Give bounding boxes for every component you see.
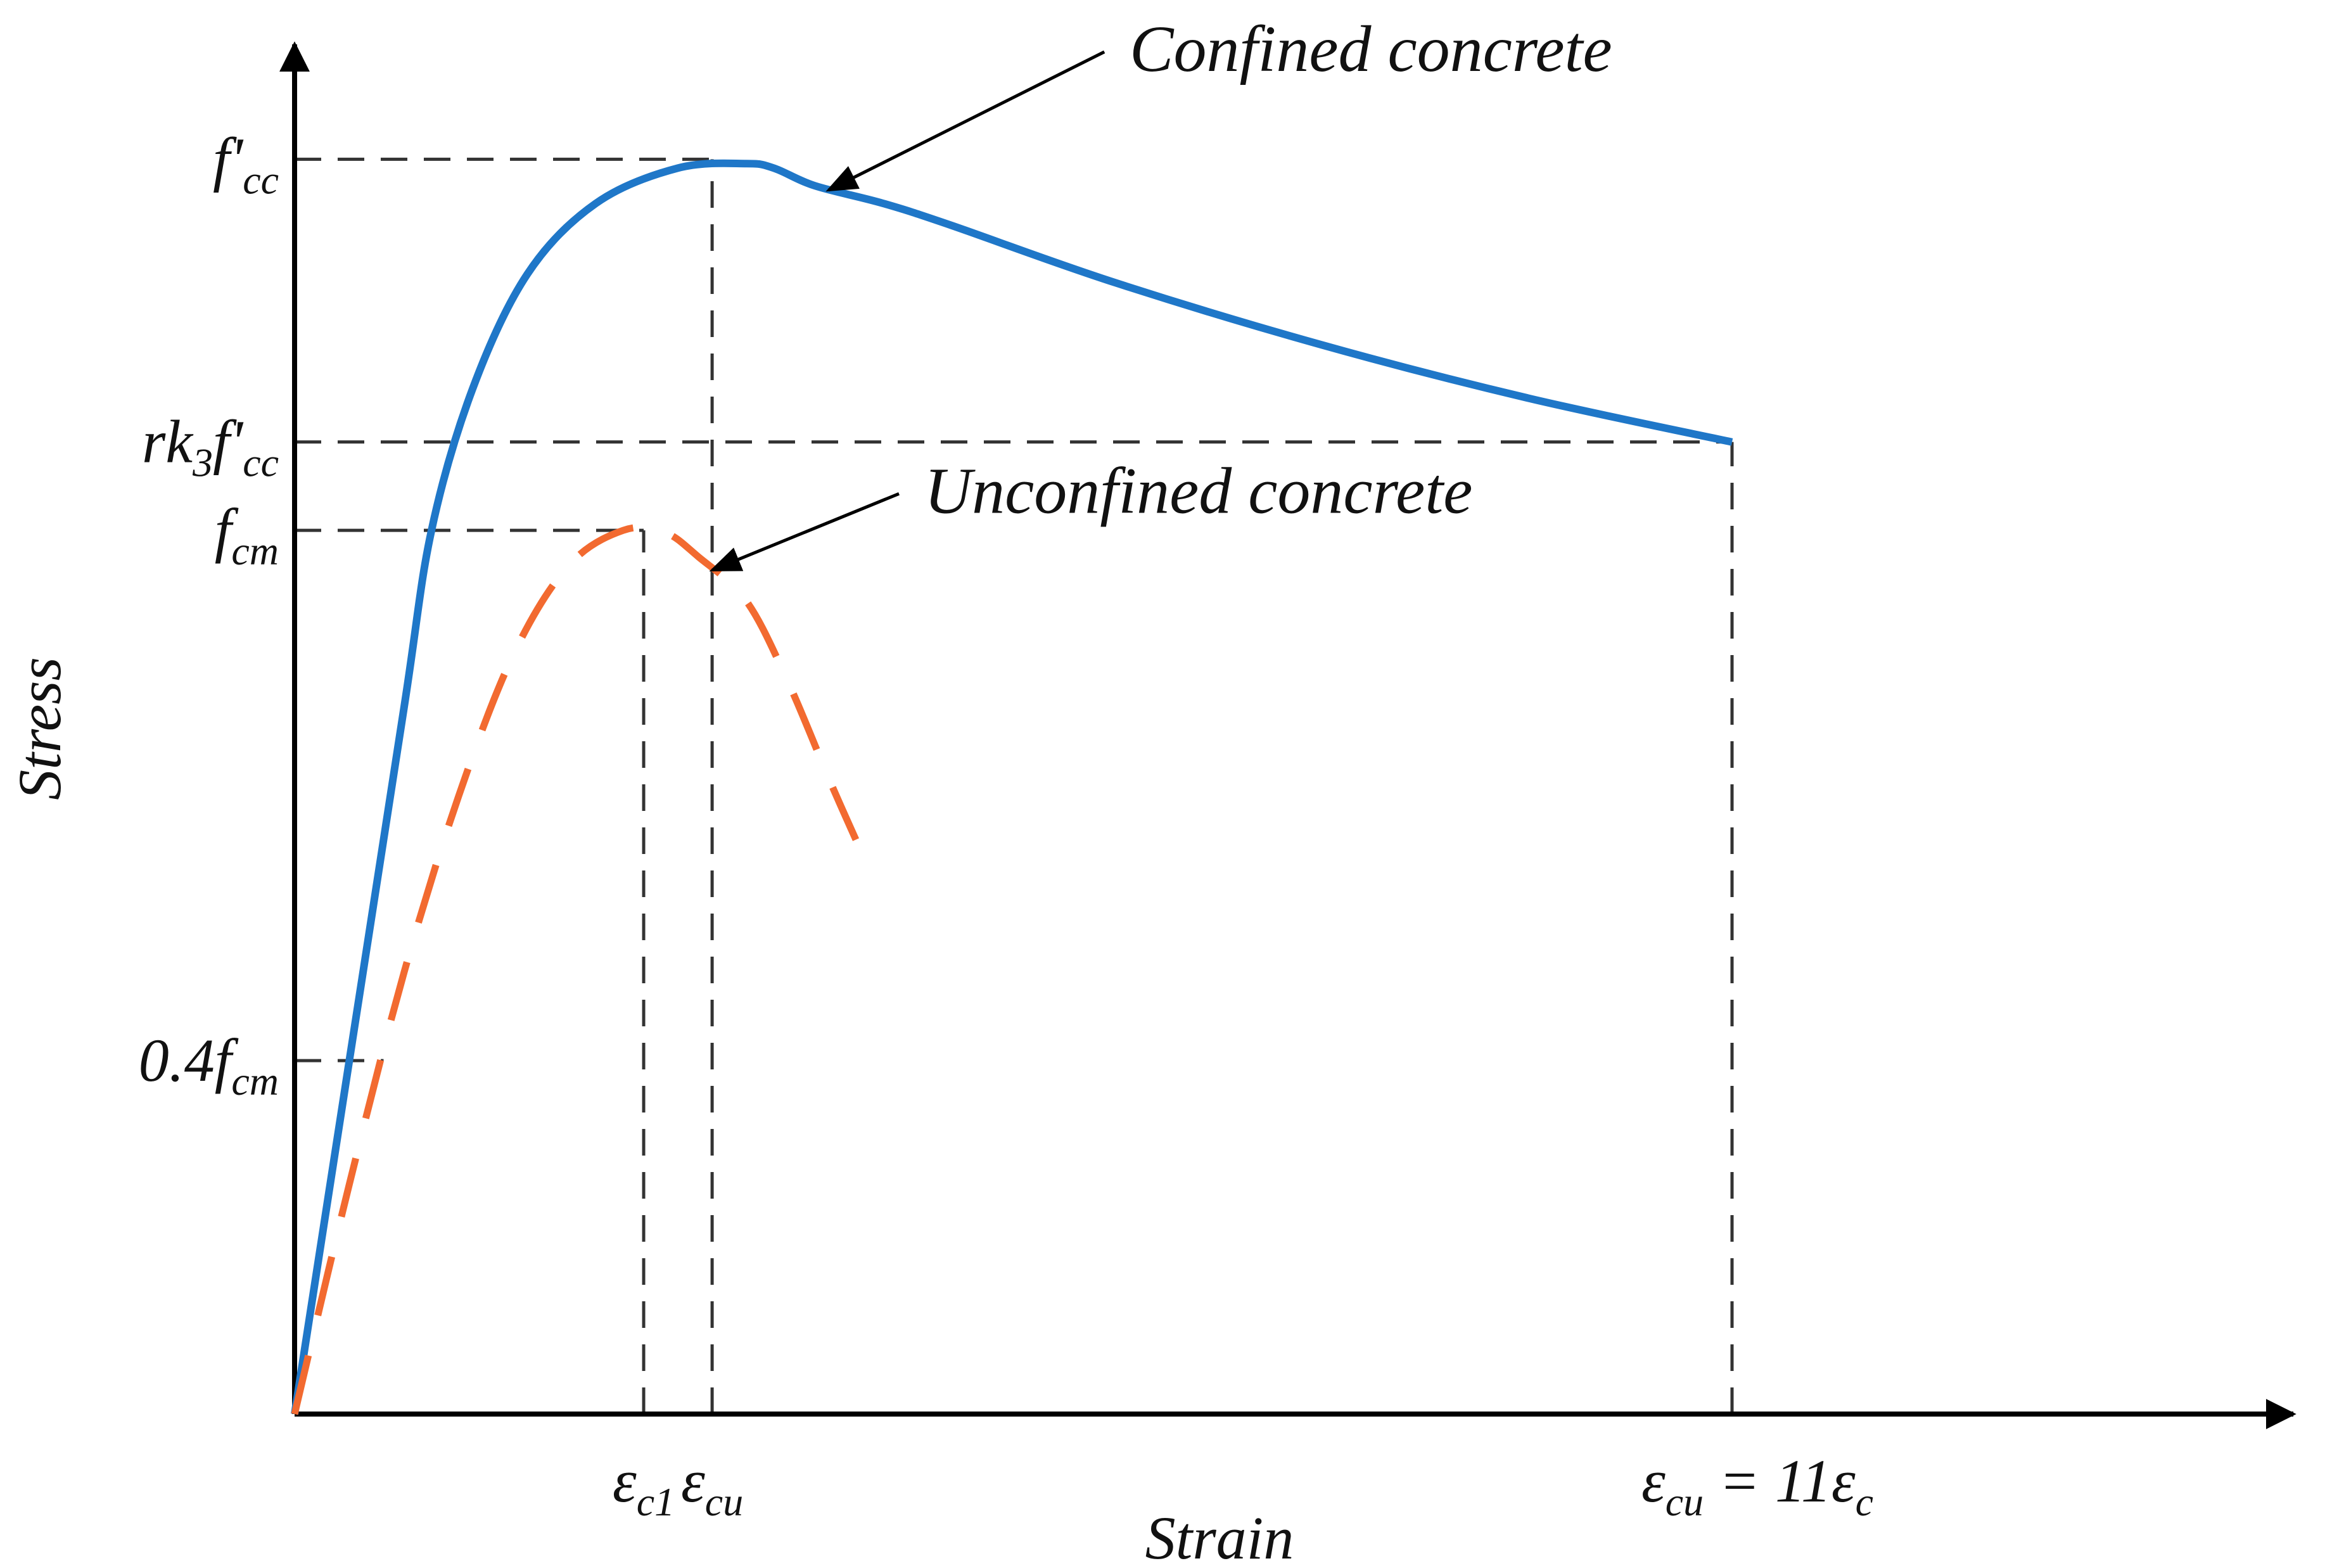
y-tick-label-0: f'cc — [213, 125, 279, 202]
y-tick-label-1: rk3f'cc — [142, 408, 279, 485]
y-tick-labels: f'cc rk3f'cc fcm 0.4fcm — [139, 125, 279, 1104]
series-unconfined-concrete — [291, 523, 860, 1415]
x-tick-labels: εc1 εcu εcu = 11εc — [613, 1447, 1873, 1524]
annotation-label-1: Unconfined concrete — [924, 454, 1472, 527]
x-tick-label-0: εc1 — [613, 1447, 675, 1524]
reference-lines — [295, 157, 1734, 1414]
series-confined-concrete — [291, 159, 1733, 1415]
y-axis-title: Stress — [6, 657, 73, 800]
y-tick-label-2: fcm — [215, 496, 279, 573]
annotation-label-0: Confined concrete — [1130, 13, 1612, 86]
series-layer — [291, 159, 1733, 1415]
y-tick-label-3: 0.4fcm — [139, 1026, 279, 1104]
x-tick-label-2: εcu = 11εc — [1641, 1447, 1873, 1524]
x-axis-title: Strain — [1145, 1504, 1294, 1568]
annotation-arrow-0 — [825, 50, 1105, 192]
x-tick-label-1: εcu — [681, 1447, 743, 1524]
annotation-layer: Confined concrete Unconfined concrete — [709, 13, 1612, 572]
annotation-arrow-1 — [709, 492, 900, 572]
